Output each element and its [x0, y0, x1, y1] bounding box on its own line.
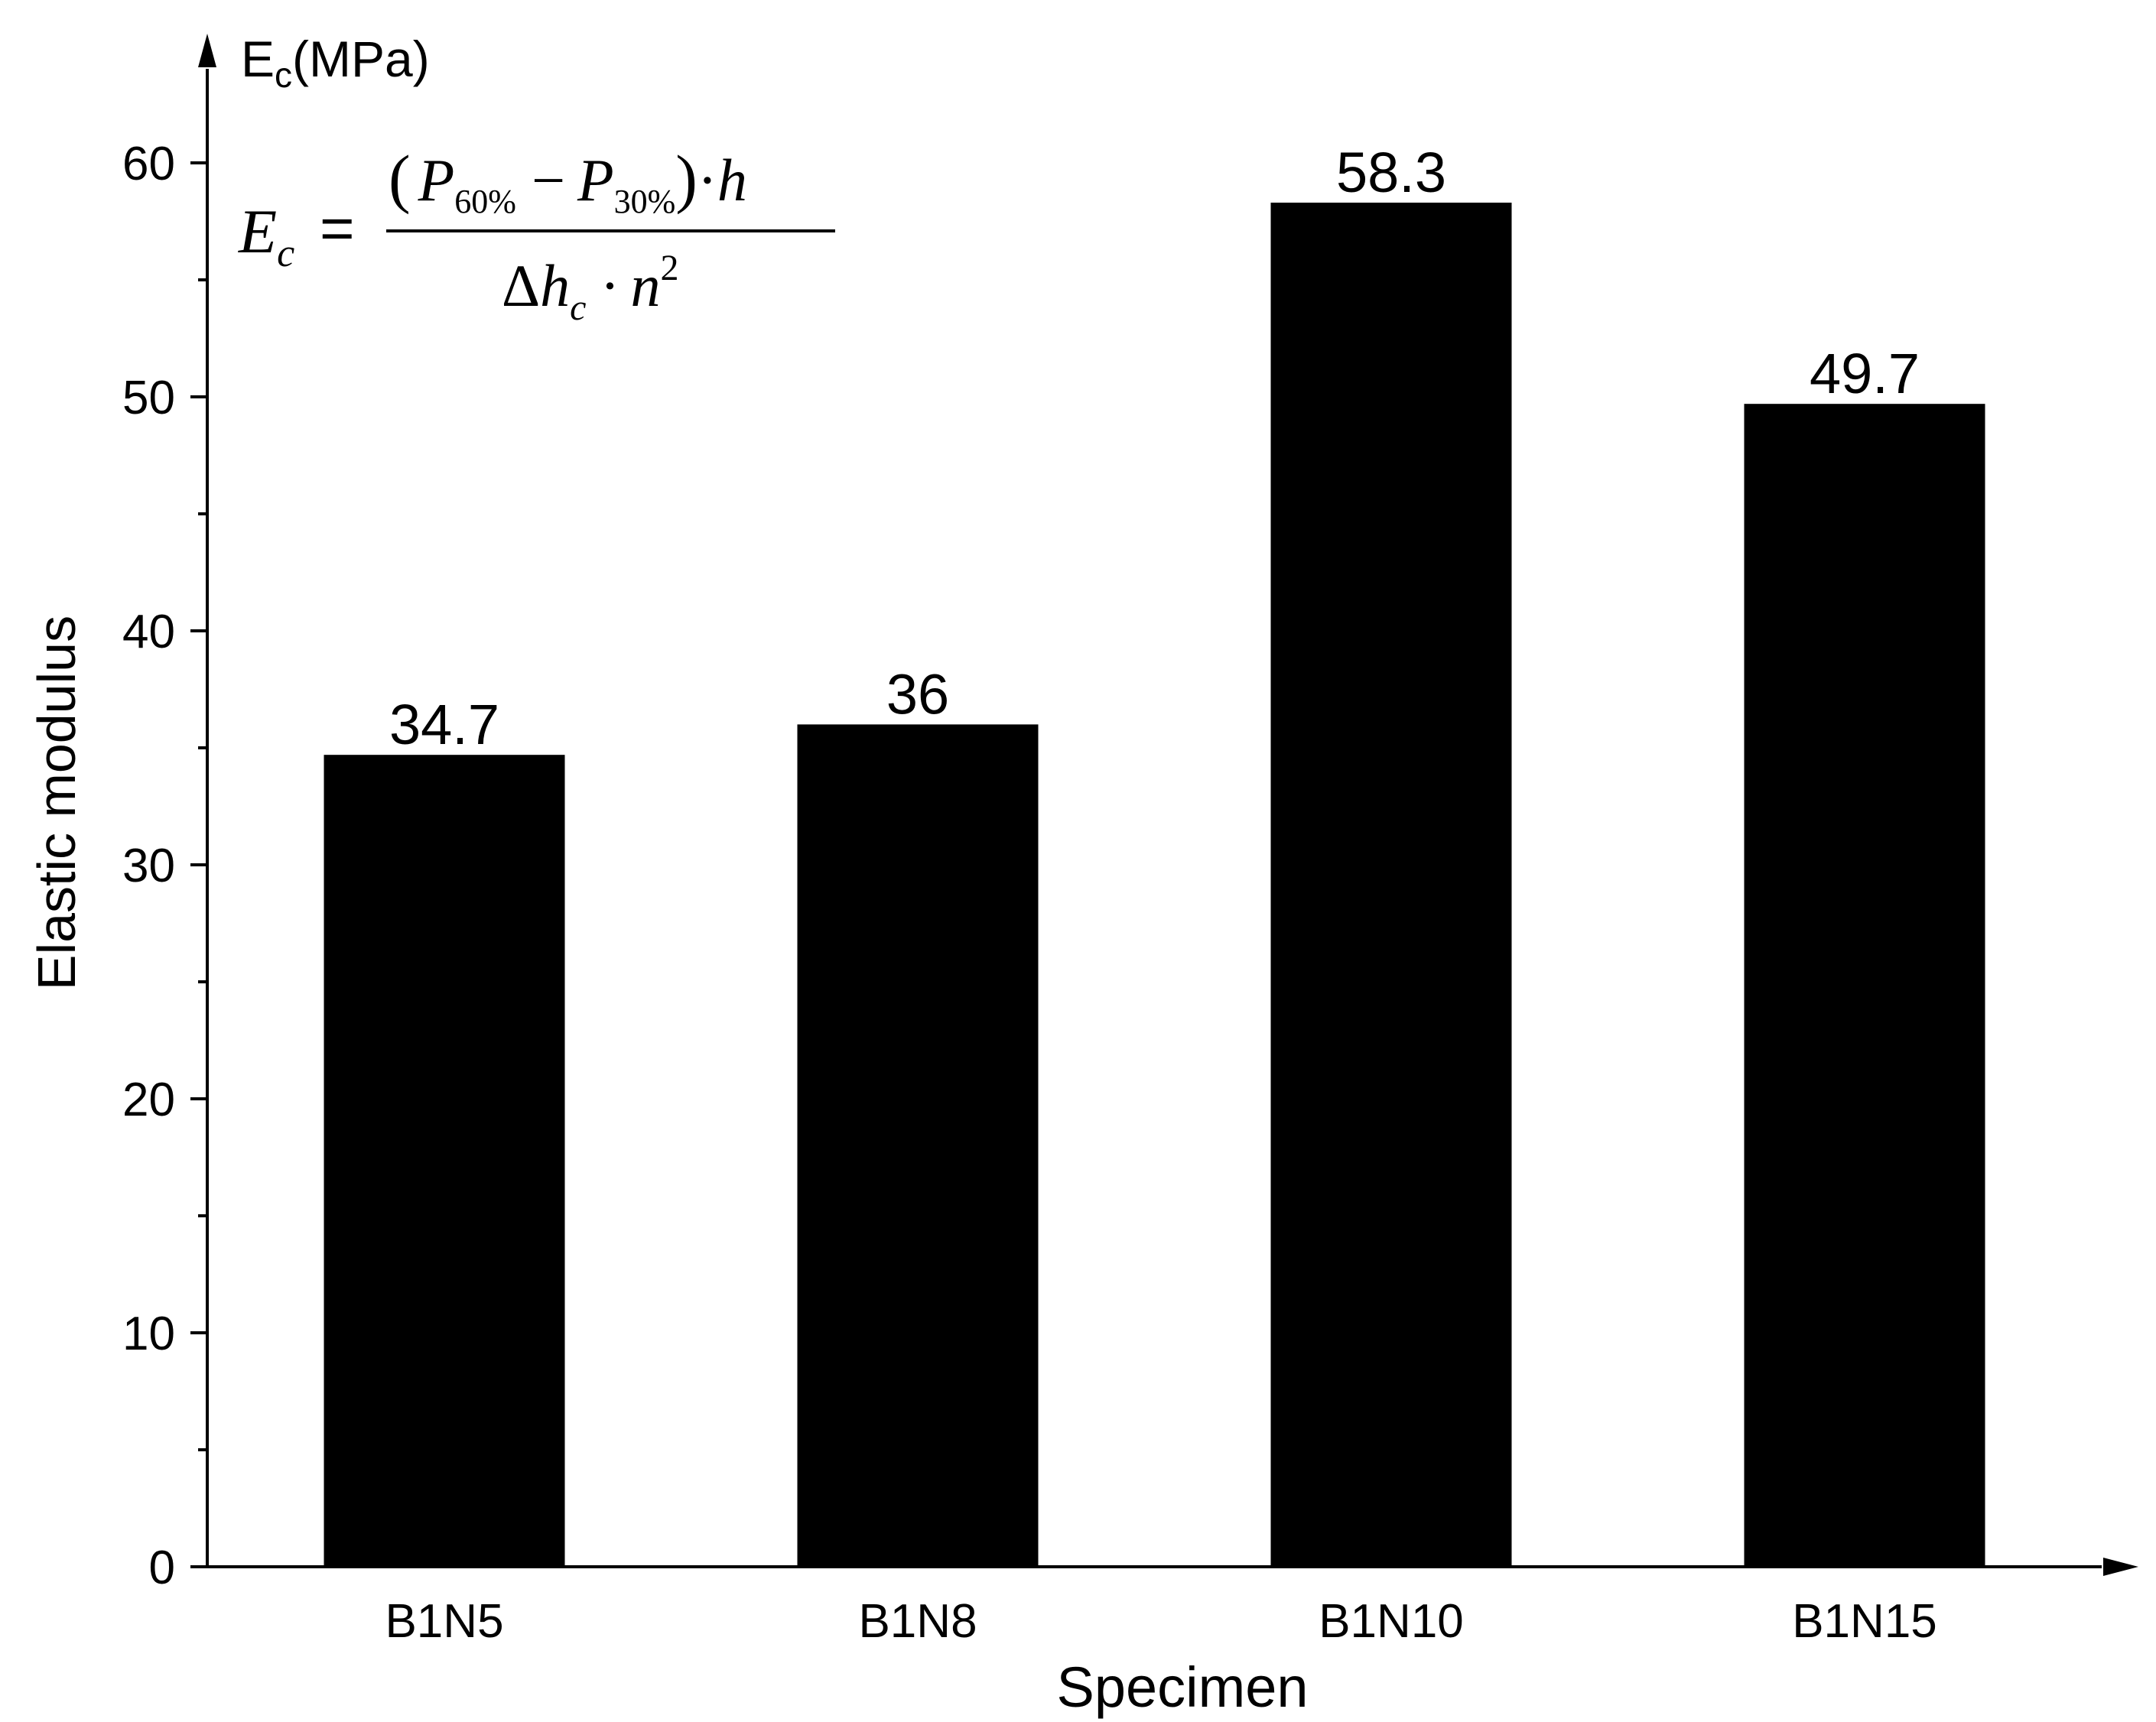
- formula-delta: Δ: [502, 252, 540, 319]
- x-axis-arrow: [2103, 1558, 2138, 1576]
- y-tick-label: 10: [122, 1308, 175, 1360]
- formula-lhs-subscript: c: [277, 232, 294, 275]
- formula-dot-2: ·: [600, 252, 619, 319]
- data-label: 49.7: [1810, 342, 1920, 405]
- formula-paren-close: ): [675, 141, 698, 215]
- formula-lhs-symbol: E: [238, 197, 277, 266]
- y-ticks: 0 10 20 30 40 50 60: [122, 138, 207, 1594]
- x-tick-label: B1N15: [1792, 1595, 1937, 1648]
- y-tick-label: 60: [122, 138, 175, 190]
- y-unit-subscript: c: [275, 55, 292, 95]
- x-tick-label: B1N5: [385, 1595, 503, 1648]
- formula-p2-subscript: 30%: [614, 183, 676, 220]
- formula-equals: =: [320, 194, 355, 262]
- y-tick-label: 40: [122, 606, 175, 658]
- formula-h: h: [717, 147, 747, 213]
- y-axis-arrow: [198, 34, 216, 67]
- formula-dot-1: ·: [698, 147, 717, 213]
- bar-b1n8: [797, 724, 1039, 1567]
- formula-den-h-subscript: c: [570, 288, 586, 328]
- data-label: 34.7: [389, 693, 499, 756]
- formula-p1-subscript: 60%: [454, 183, 516, 220]
- x-axis-title: Specimen: [1056, 1655, 1308, 1719]
- formula-lhs: Ec: [238, 197, 294, 275]
- formula-minus: −: [532, 147, 565, 213]
- formula-n-superscript: 2: [660, 248, 678, 288]
- formula-p1: P: [418, 147, 455, 213]
- elastic-modulus-formula: Ec = (P60% − P30%)·h Δhc · n2: [238, 141, 835, 328]
- formula-denominator: Δhc · n2: [502, 248, 678, 328]
- y-unit-symbol: E: [241, 31, 275, 87]
- data-label: 36: [886, 662, 949, 726]
- y-minor-ticks: [198, 278, 207, 1451]
- formula-p2: P: [577, 147, 614, 213]
- y-tick-label: 50: [122, 372, 175, 424]
- data-label: 58.3: [1336, 141, 1446, 204]
- bar-b1n5: [324, 755, 565, 1568]
- y-unit-label: Ec(MPa): [241, 31, 430, 95]
- formula-den-h: h: [540, 252, 570, 319]
- x-tick-labels: B1N5 B1N8 B1N10 B1N15: [385, 1595, 1936, 1648]
- x-tick-label: B1N10: [1319, 1595, 1464, 1648]
- formula-numerator: (P60% − P30%)·h: [389, 141, 747, 220]
- x-tick-label: B1N8: [858, 1595, 977, 1648]
- y-unit-suffix: (MPa): [292, 31, 430, 87]
- formula-paren-open: (: [389, 141, 411, 215]
- y-tick-label: 30: [122, 840, 175, 892]
- y-tick-label: 20: [122, 1074, 175, 1126]
- formula-n: n: [630, 252, 660, 319]
- bar-b1n15: [1744, 404, 1985, 1568]
- bar-b1n10: [1270, 203, 1512, 1567]
- bars: [324, 203, 1985, 1568]
- y-tick-label: 0: [149, 1542, 175, 1594]
- data-labels: 34.7 36 58.3 49.7: [389, 141, 1920, 756]
- y-axis-title: Elastic modulus: [27, 616, 86, 990]
